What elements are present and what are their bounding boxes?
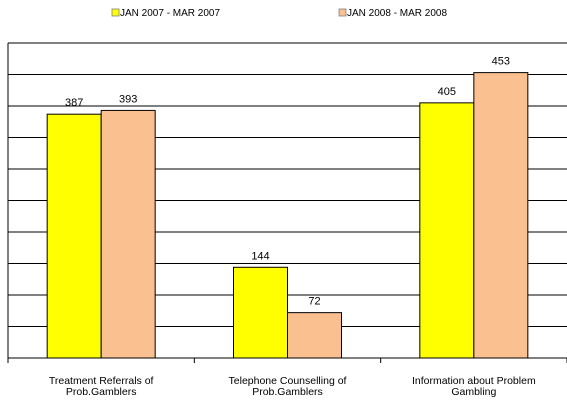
- category-labels: Treatment Referrals ofProb.GamblersTelep…: [49, 375, 536, 398]
- data-label: 393: [119, 93, 137, 105]
- legend-swatch-series-1: [111, 8, 120, 17]
- data-label: 72: [308, 296, 320, 308]
- data-label: 144: [251, 250, 269, 262]
- data-label: 387: [65, 97, 83, 109]
- bar: [233, 266, 288, 359]
- category-label: Prob.Gamblers: [66, 386, 137, 398]
- category-label: Information about Problem: [412, 375, 536, 387]
- bars: [46, 72, 529, 359]
- category-label: Gambling: [451, 386, 496, 398]
- bar: [473, 72, 529, 359]
- legend: JAN 2007 - MAR 2007 JAN 2008 - MAR 2008: [111, 8, 447, 19]
- bar: [100, 109, 156, 359]
- category-label: Prob.Gamblers: [252, 386, 323, 398]
- data-labels: 387 393 144 72 405 453: [65, 56, 510, 308]
- bar: [419, 102, 475, 359]
- category-label: Telephone Counselling of: [229, 375, 347, 387]
- legend-label-series-1: JAN 2007 - MAR 2007: [120, 8, 220, 19]
- legend-swatch-series-2: [338, 8, 347, 17]
- legend-label-series-2: JAN 2008 - MAR 2008: [347, 8, 447, 19]
- bar: [287, 312, 342, 359]
- category-label: Treatment Referrals of: [49, 375, 154, 387]
- data-label: 453: [492, 56, 510, 68]
- data-label: 405: [438, 86, 456, 98]
- axes: [7, 43, 567, 363]
- bar: [46, 113, 102, 359]
